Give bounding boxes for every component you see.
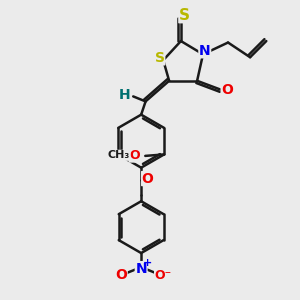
Text: O: O	[115, 268, 127, 282]
Text: O: O	[129, 149, 140, 162]
Text: +: +	[143, 258, 152, 268]
Text: CH₃: CH₃	[108, 150, 130, 160]
Text: O⁻: O⁻	[154, 269, 172, 282]
Text: N: N	[135, 262, 147, 276]
Text: S: S	[155, 51, 165, 65]
Text: O: O	[221, 82, 233, 97]
Text: O: O	[142, 172, 154, 186]
Text: O: O	[129, 149, 140, 162]
Text: N: N	[199, 44, 211, 58]
Text: H: H	[118, 88, 130, 102]
Text: S: S	[179, 8, 190, 22]
